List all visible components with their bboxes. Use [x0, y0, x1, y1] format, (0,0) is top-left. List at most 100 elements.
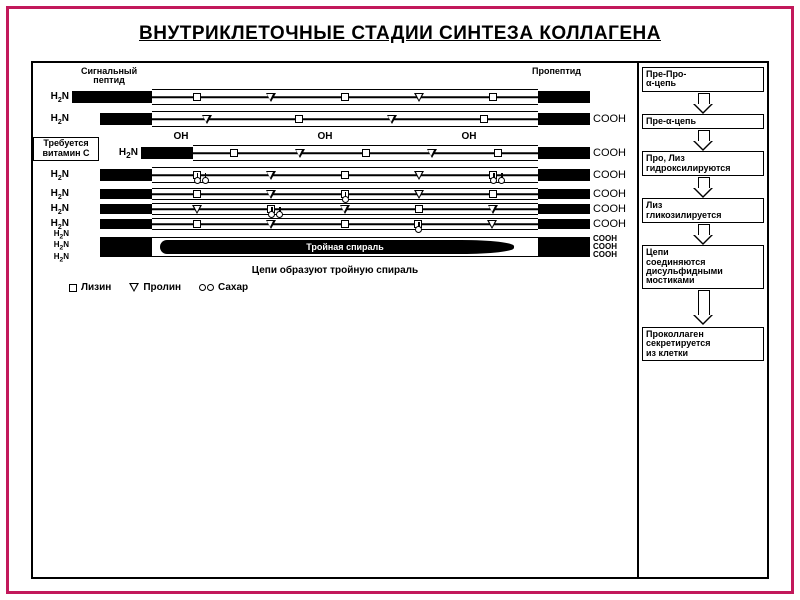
n-propeptide-block [100, 169, 152, 181]
proline-icon [427, 149, 437, 158]
down-arrow-icon [694, 224, 712, 244]
polypeptide-chain [141, 145, 590, 161]
lysine-icon [489, 171, 497, 179]
diagram-container: Сигнальныйпептид Пропептид H2N [9, 53, 791, 591]
c-terminal: COOH [593, 188, 631, 200]
lysine-icon [362, 149, 370, 157]
legend-lysine: Лизин [69, 282, 111, 293]
down-arrow-icon [694, 93, 712, 113]
stage-hydroxylation: H2N [39, 143, 631, 163]
n-terminal: H2N [39, 91, 69, 104]
step-box: Пре-Про-α-цепь [642, 67, 764, 92]
c-terminal: COOH [593, 147, 631, 159]
n-terminal: H2N [39, 113, 69, 126]
c-propeptide-block [538, 113, 590, 125]
c-terminal: COOH [593, 203, 631, 215]
chain-row: H2N COOH [39, 202, 631, 216]
chain-middle [152, 111, 538, 127]
legend: Лизин Пролин Сахар [39, 280, 631, 293]
down-arrow-icon [694, 177, 712, 197]
legend-sugar: Сахар [199, 282, 248, 293]
chain-row: H2N [105, 143, 631, 163]
proline-icon [295, 149, 305, 158]
c-terminal: COOH [593, 169, 631, 181]
down-arrow-icon [694, 290, 712, 326]
chain-row: H2N [39, 109, 631, 129]
c-terminals: COOHCOOHCOOH [593, 235, 631, 259]
lysine-icon [341, 93, 349, 101]
vitamin-c-note: Требуется витамин С [33, 137, 99, 161]
lysine-icon [69, 284, 77, 292]
down-arrow-icon [694, 130, 712, 150]
stage-pre-pro-alpha: H2N [39, 87, 631, 107]
n-terminal: H2N [39, 188, 69, 201]
proline-icon [387, 115, 397, 124]
n-terminal: H2N [39, 169, 69, 182]
proline-icon [202, 115, 212, 124]
chain-middle [193, 145, 538, 161]
helix-body: Тройная спираль [72, 235, 590, 259]
oh-labels: OH OH OH [39, 131, 631, 143]
diagram: Сигнальныйпептид Пропептид H2N [31, 61, 769, 579]
step-box: Цеписоединяютсядисульфиднымимостиками [642, 245, 764, 289]
stage-pre-alpha: H2N [39, 109, 631, 129]
sugar-icon [490, 177, 505, 184]
polypeptide-chain [72, 111, 590, 127]
lysine-icon [341, 171, 349, 179]
proline-icon [414, 171, 424, 180]
lysine-icon [494, 149, 502, 157]
slide-title: ВНУТРИКЛЕТОЧНЫЕ СТАДИИ СИНТЕЗА КОЛЛАГЕНА [9, 9, 791, 53]
helix-label: Тройная спираль [302, 241, 388, 253]
stage-hydroxylation-wrap: Требуется витамин С OH OH OH H2N [39, 131, 631, 163]
step-box: Пре-α-цепь [642, 114, 764, 129]
helix-middle: Тройная спираль [152, 237, 538, 257]
step-box: Лизгликозилируется [642, 198, 764, 223]
step-box: Проколлагенсекретируетсяиз клетки [642, 327, 764, 361]
chain-row: H2N [39, 87, 631, 107]
top-labels: Сигнальныйпептид Пропептид [39, 67, 631, 85]
n-propeptide-block [141, 147, 193, 159]
lysine-icon [193, 93, 201, 101]
sugar-icon [194, 177, 209, 184]
c-propeptide-block [538, 169, 590, 181]
chain-middle [152, 89, 538, 105]
c-terminal: COOH [593, 113, 631, 125]
steps-column: Пре-Про-α-цепь Пре-α-цепь Про, Лизгидрок… [639, 63, 767, 577]
signal-peptide-label: Сигнальныйпептид [81, 67, 137, 85]
helix-caption: Цепи образуют тройную спираль [39, 263, 631, 278]
c-propeptide-block [538, 237, 590, 257]
polypeptide-chain [72, 167, 590, 183]
proline-icon [414, 93, 424, 102]
c-propeptide-block [538, 91, 590, 103]
sugar-icon [199, 284, 214, 291]
stages-column: Сигнальныйпептид Пропептид H2N [33, 63, 639, 577]
lysine-icon [193, 171, 201, 179]
lysine-icon [480, 115, 488, 123]
n-terminals: H2NH2NH2N [39, 230, 69, 264]
lysine-icon [230, 149, 238, 157]
chain-row: H2N [39, 165, 631, 185]
polypeptide-chain [72, 89, 590, 105]
proline-icon [266, 171, 276, 180]
legend-proline: Пролин [129, 282, 181, 293]
proline-icon [129, 283, 139, 292]
chain-row: H2N COOH [39, 217, 631, 231]
stage-glycosylation: H2N [39, 165, 631, 185]
chain-row: H2N COOH [39, 187, 631, 201]
n-propeptide-block [100, 237, 152, 257]
lysine-icon [489, 93, 497, 101]
step-box: Про, Лизгидроксилируются [642, 151, 764, 176]
c-propeptide-block [538, 147, 590, 159]
lysine-icon [295, 115, 303, 123]
propeptide-label: Пропептид [532, 67, 581, 85]
n-propeptide-block [100, 113, 152, 125]
proline-icon [266, 93, 276, 102]
chain-middle [152, 167, 538, 183]
slide-frame: ВНУТРИКЛЕТОЧНЫЕ СТАДИИ СИНТЕЗА КОЛЛАГЕНА… [6, 6, 794, 594]
signal-peptide-block [72, 91, 100, 103]
n-terminal: H2N [39, 203, 69, 216]
c-terminal: COOH [593, 218, 631, 230]
stage-disulfide-bundle: H2N COOH H2N COOH [39, 187, 631, 231]
stage-triple-helix: H2NH2NH2N Тройная спираль COOHCOOHCOOH [39, 233, 631, 261]
n-propeptide-block [100, 91, 152, 103]
